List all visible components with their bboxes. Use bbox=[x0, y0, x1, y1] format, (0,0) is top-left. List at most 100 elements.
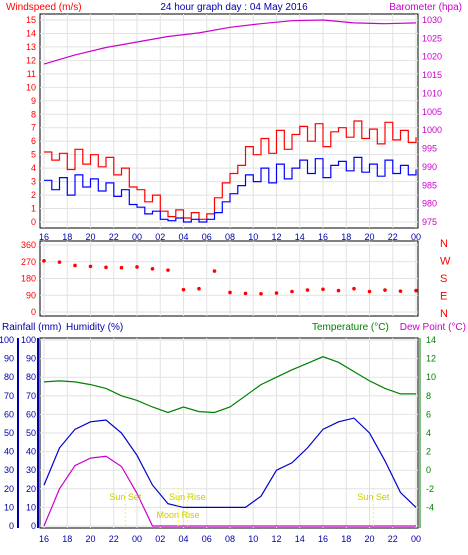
panel1-ytick-right: 1025 bbox=[422, 33, 442, 43]
panel3-ytick-rain: 0 bbox=[9, 521, 14, 531]
panel2-compass-label: W bbox=[440, 256, 451, 268]
panel1-ytick-right: 975 bbox=[422, 217, 437, 227]
panel1-ytick-right: 985 bbox=[422, 180, 437, 190]
panel3-xtick: 20 bbox=[85, 534, 95, 544]
panel1-ytick-left: 9 bbox=[31, 96, 36, 106]
panel3-ylabel-temperature: Temperature (°C) bbox=[312, 322, 389, 333]
panel3-ytick-rain: 10 bbox=[4, 502, 14, 512]
panel3-ytick-rain: 40 bbox=[4, 447, 14, 457]
panel3-xtick: 06 bbox=[202, 534, 212, 544]
panel3-ytick-left: 0 bbox=[31, 521, 36, 531]
panel1-ytick-right: 980 bbox=[422, 199, 437, 209]
series-line-wind bbox=[44, 156, 417, 223]
panel1-xtick: 20 bbox=[364, 232, 374, 242]
panel3-ytick-rain: 20 bbox=[4, 484, 14, 494]
wind-direction-point bbox=[243, 291, 248, 296]
panel3-ytick-right: 12 bbox=[426, 354, 436, 364]
panel1-xtick: 08 bbox=[225, 232, 235, 242]
panel2-compass-label: E bbox=[440, 291, 447, 303]
panel1-xtick: 00 bbox=[411, 232, 421, 242]
panel3-ytick-right: -2 bbox=[426, 484, 434, 494]
panel1-ytick-right: 1010 bbox=[422, 88, 442, 98]
series-line-dew-point bbox=[43, 455, 416, 527]
panel3-ytick-left: 80 bbox=[26, 372, 36, 382]
panel3-ytick-right: 6 bbox=[426, 409, 431, 419]
wind-direction-point bbox=[305, 288, 310, 292]
wind-direction-point bbox=[228, 290, 232, 295]
wind-direction-point bbox=[398, 289, 403, 293]
panel1-ytick-left: 10 bbox=[26, 82, 36, 92]
panel3-xtick: 20 bbox=[364, 534, 374, 544]
panel1-xtick: 12 bbox=[271, 232, 281, 242]
wind-direction-point bbox=[57, 260, 62, 264]
panel3-ytick-left: 10 bbox=[26, 502, 36, 512]
panel2-ytick: 0 bbox=[31, 307, 36, 317]
annotation-label: Sun Rise bbox=[169, 492, 206, 502]
panel3-ytick-left: 50 bbox=[26, 428, 36, 438]
panel2-compass-label: S bbox=[440, 273, 447, 285]
wind-direction-point bbox=[88, 264, 93, 269]
panel1-ytick-left: 2 bbox=[31, 190, 36, 200]
panel3-xtick: 22 bbox=[109, 534, 119, 544]
panel1-xtick: 06 bbox=[202, 232, 212, 242]
panel1-ytick-left: 3 bbox=[31, 177, 36, 187]
panel1-ytick-left: 7 bbox=[31, 123, 36, 133]
panel3-ylabel-dewpoint: Dew Point (°C) bbox=[400, 322, 466, 333]
panel3-xtick: 00 bbox=[132, 534, 142, 544]
panel1-ytick-left: 13 bbox=[26, 42, 36, 52]
series-line-gust bbox=[44, 120, 417, 220]
wind-direction-point bbox=[212, 269, 217, 273]
panel2-ytick: 360 bbox=[21, 240, 36, 250]
wind-direction-point bbox=[336, 288, 341, 293]
series-line-temperature bbox=[43, 356, 416, 414]
wind-direction-point bbox=[414, 288, 418, 293]
panel3-xtick: 00 bbox=[411, 534, 421, 544]
panel3-ytick-right: 8 bbox=[426, 391, 431, 401]
panel1-ytick-left: 12 bbox=[26, 55, 36, 65]
panel1-ylabel-right: Barometer (hpa) bbox=[389, 2, 462, 13]
wind-direction-point bbox=[119, 265, 124, 270]
panel1-xtick: 10 bbox=[248, 232, 258, 242]
wind-direction-point bbox=[135, 265, 139, 269]
panel3-ytick-rain: 50 bbox=[4, 428, 14, 438]
wind-direction-point bbox=[383, 288, 387, 292]
panel1-xtick: 16 bbox=[318, 232, 328, 242]
panel3-ytick-rain: 30 bbox=[4, 465, 14, 475]
panel3-ytick-right: -4 bbox=[426, 502, 434, 512]
panel3-ytick-rain: 100 bbox=[0, 335, 14, 345]
panel2-compass-label: N bbox=[440, 238, 448, 250]
panel3-ylabel-humidity: Humidity (%) bbox=[66, 322, 123, 333]
panel1-ytick-left: 8 bbox=[31, 109, 36, 119]
panel3-ytick-right: 0 bbox=[426, 465, 431, 475]
panel1-ytick-left: 5 bbox=[31, 150, 36, 160]
panel3-xtick: 10 bbox=[248, 534, 258, 544]
panel1-ytick-left: 0 bbox=[31, 217, 36, 227]
panel1-ytick-right: 995 bbox=[422, 144, 437, 154]
panel3-xtick: 22 bbox=[388, 534, 398, 544]
panel3-ytick-rain: 70 bbox=[4, 391, 14, 401]
wind-direction-point bbox=[367, 289, 372, 294]
panel1-xtick: 16 bbox=[39, 232, 49, 242]
wind-direction-point bbox=[150, 267, 155, 271]
panel3-xtick: 18 bbox=[341, 534, 351, 544]
panel3-xtick: 02 bbox=[155, 534, 165, 544]
wind-direction-point bbox=[73, 263, 77, 268]
panel1-ytick-left: 4 bbox=[31, 163, 36, 173]
panel3-ytick-left: 30 bbox=[26, 465, 36, 475]
panel1-xtick: 20 bbox=[85, 232, 95, 242]
panel3-ytick-left: 40 bbox=[26, 447, 36, 457]
panel3-ytick-left: 60 bbox=[26, 409, 36, 419]
panel1-ytick-right: 1030 bbox=[422, 15, 442, 25]
panel1-xtick: 14 bbox=[295, 232, 305, 242]
panel3-ytick-right: 4 bbox=[426, 428, 431, 438]
series-line-barometer bbox=[43, 19, 417, 65]
panel3-xtick: 08 bbox=[225, 534, 235, 544]
wind-direction-point bbox=[104, 265, 108, 270]
panel1-ytick-left: 11 bbox=[27, 69, 36, 79]
panel1-ytick-left: 1 bbox=[31, 204, 36, 214]
panel1-ytick-right: 990 bbox=[422, 162, 437, 172]
wind-direction-point bbox=[274, 291, 279, 295]
series-line-humidity bbox=[43, 417, 417, 508]
panel3-ytick-right: 2 bbox=[426, 447, 431, 457]
